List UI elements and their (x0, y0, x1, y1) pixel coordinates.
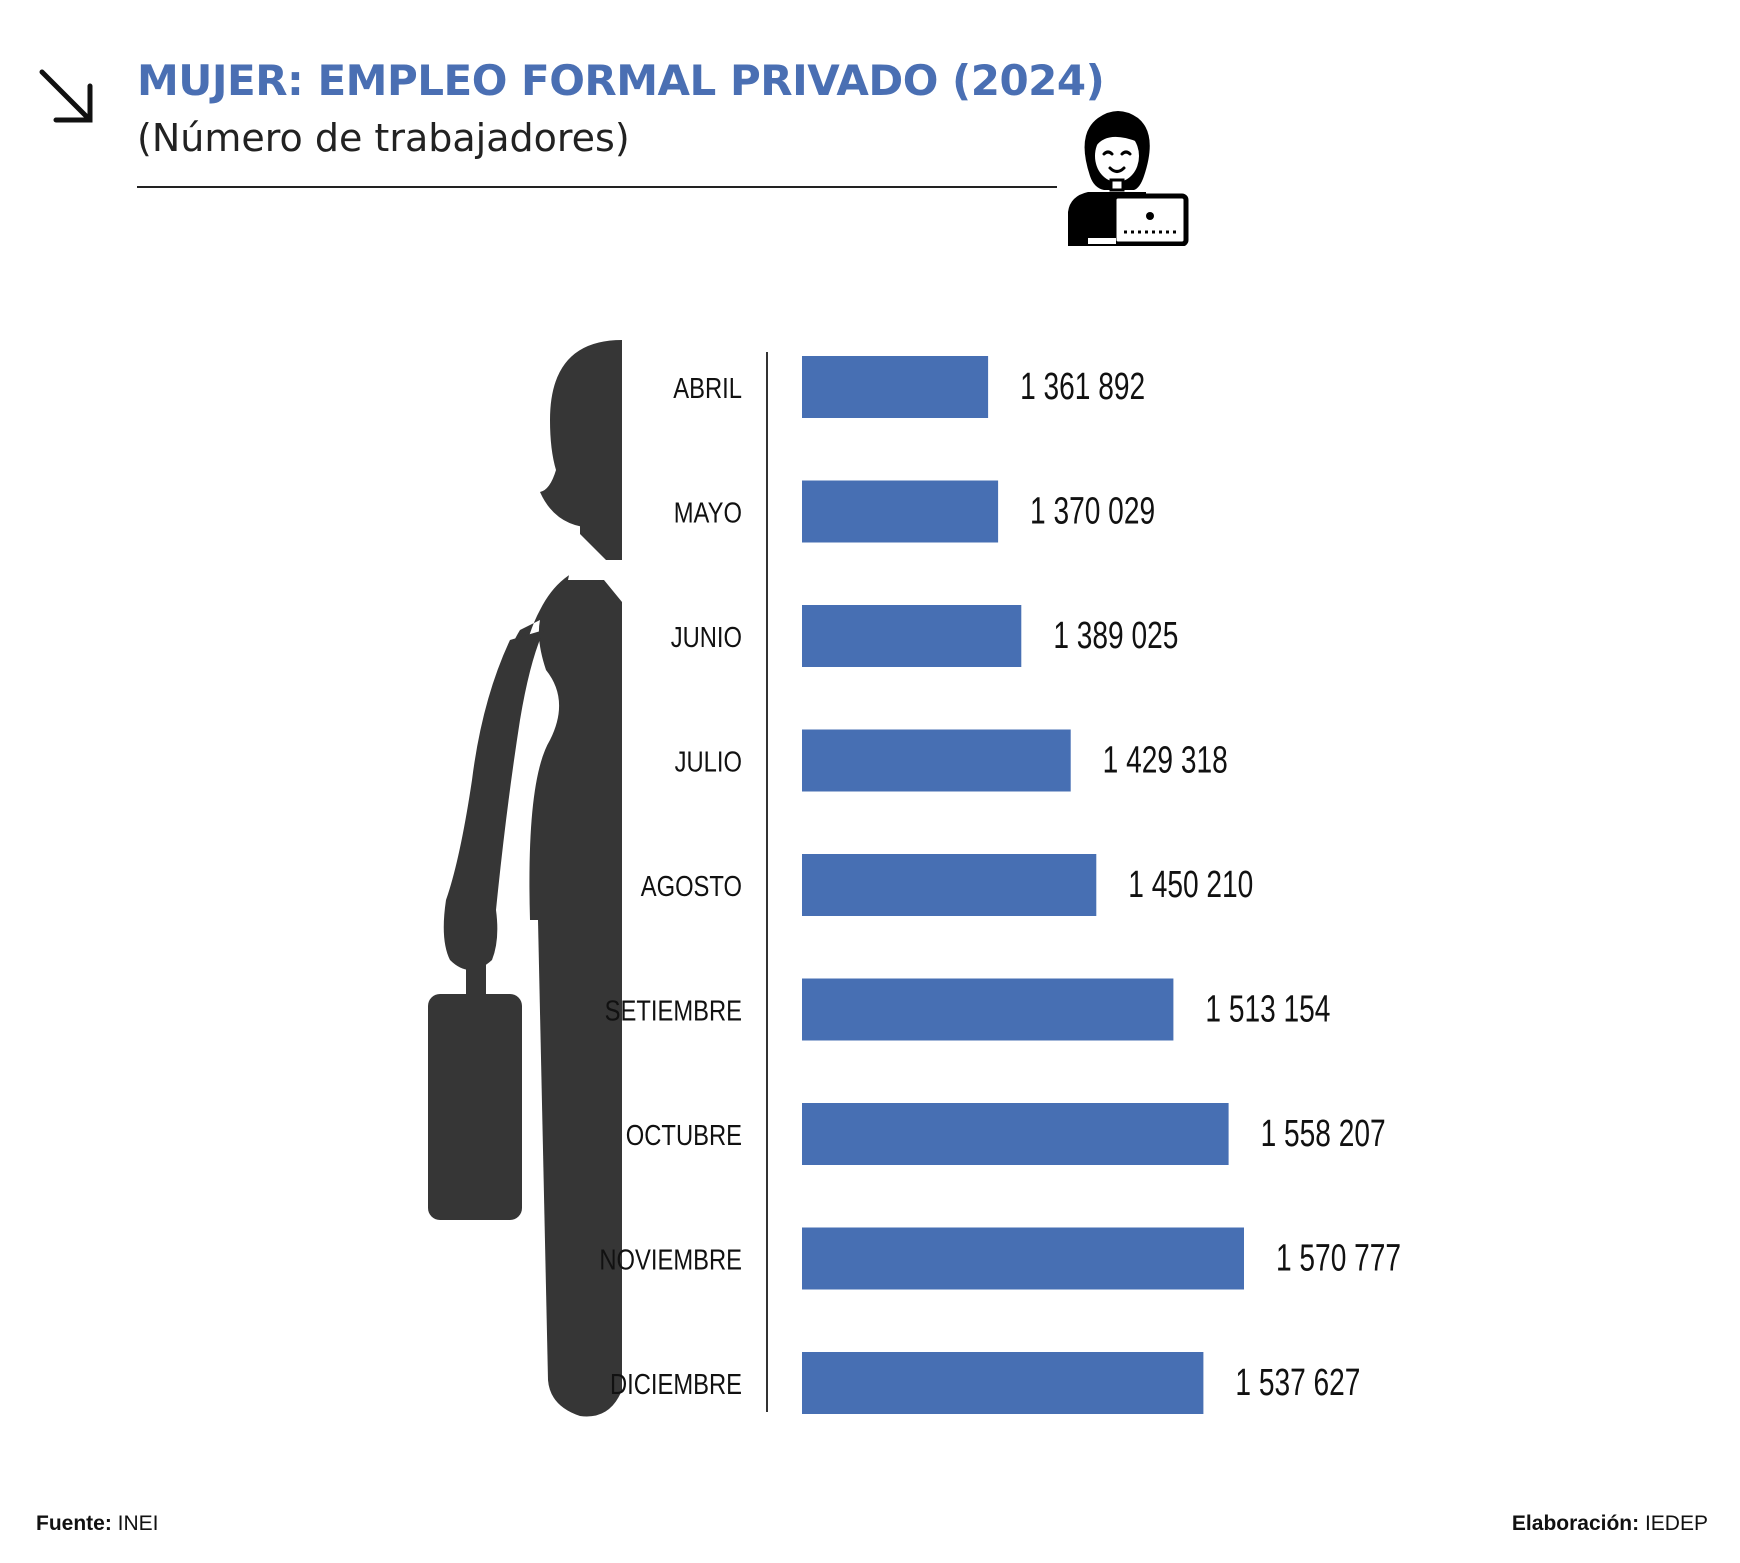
source-value: INEI (117, 1512, 159, 1535)
value-label: 1 537 627 (1235, 1362, 1360, 1404)
woman-at-computer-icon (1068, 111, 1189, 246)
arrow-down-right-icon (39, 69, 93, 123)
credit-label: Elaboración: (1511, 1512, 1640, 1535)
category-label: NOVIEMBRE (599, 1243, 742, 1276)
bar (802, 978, 1174, 1041)
page-title: MUJER: EMPLEO FORMAL PRIVADO (2024) (137, 56, 1105, 105)
value-label: 1 513 154 (1205, 989, 1330, 1031)
bar (802, 1352, 1204, 1414)
category-label: ABRIL (673, 372, 742, 405)
credit-note: Elaboración: IEDEP (1512, 1512, 1708, 1536)
category-label: DICIEMBRE (610, 1368, 742, 1401)
category-label: JUNIO (671, 621, 742, 654)
category-label: SETIEMBRE (605, 994, 742, 1027)
credit-value: IEDEP (1644, 1512, 1708, 1535)
value-label: 1 558 207 (1261, 1113, 1386, 1155)
value-label: 1 570 777 (1276, 1238, 1401, 1280)
bar (802, 480, 999, 543)
bar (802, 854, 1097, 916)
bar (802, 356, 989, 418)
value-label: 1 429 318 (1103, 740, 1228, 782)
value-label: 1 389 025 (1053, 615, 1178, 657)
businesswoman-silhouette-icon (428, 340, 622, 1417)
category-label: AGOSTO (641, 870, 742, 903)
source-label: Fuente: (36, 1512, 112, 1535)
category-label: OCTUBRE (626, 1119, 742, 1152)
value-label: 1 361 892 (1020, 366, 1145, 408)
category-label: JULIO (675, 745, 742, 778)
bar (802, 1227, 1244, 1290)
page-subtitle: (Número de trabajadores) (137, 116, 630, 160)
value-label: 1 450 210 (1128, 864, 1253, 906)
bar (802, 1103, 1229, 1165)
title-divider (137, 186, 1057, 188)
value-label: 1 370 029 (1030, 491, 1155, 533)
source-note: Fuente: INEI (36, 1512, 159, 1536)
bar (802, 605, 1022, 667)
bar (802, 729, 1071, 792)
category-label: MAYO (674, 496, 742, 529)
